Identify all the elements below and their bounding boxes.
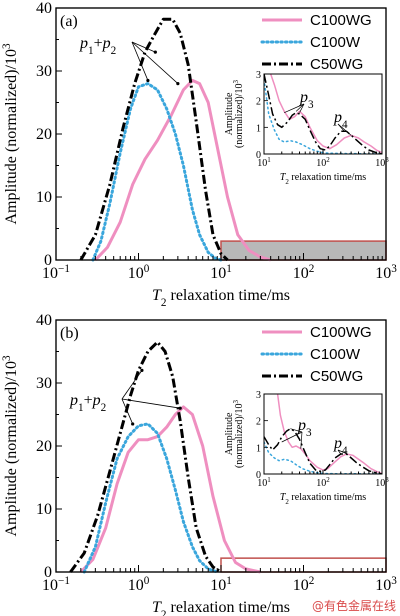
inset-y-axis-label-line2: (normalized)/103 [232, 400, 245, 468]
annotation-dot [146, 78, 150, 83]
legend-label-c100w: C100W [310, 34, 361, 51]
inset-series-line-c50wg [264, 427, 382, 474]
x-tick-label: 101 [210, 575, 232, 594]
inset-annotation-p4: p4 [333, 435, 348, 457]
inset-b: 0 1 2 3 101 102 103 T2 relaxation time/ms Amplit… [224, 390, 389, 506]
inset-y-tick-label: 0 [256, 150, 261, 161]
x-tick-label: 100 [128, 263, 150, 282]
legend-label-c50wg: C50WG [310, 56, 363, 73]
inset-x-tick-label: 101 [257, 476, 271, 489]
y-tick-label: 10 [36, 189, 52, 206]
series-line-c100wg [94, 78, 272, 262]
x-tick-label: 102 [293, 575, 315, 594]
inset-x-tick-label: 103 [375, 476, 389, 489]
inset-series-line-c100w [264, 78, 382, 154]
y-tick-label: 30 [36, 375, 52, 392]
annotation-pointer [121, 370, 143, 400]
x-tick-label: 10−1 [42, 575, 70, 594]
legend-label-c100w: C100W [310, 346, 361, 363]
y-tick-label: 40 [36, 0, 52, 17]
annotation-dot [176, 82, 180, 86]
inset-pointer-p3 [284, 103, 305, 113]
inset-series-line-c50wg [264, 74, 382, 154]
series-line-c100wg [79, 405, 261, 574]
series-line-c100w [82, 422, 219, 574]
annotation-pointer [131, 41, 149, 81]
x-tick-label: 103 [375, 263, 397, 282]
inset-x-tick-label: 102 [316, 476, 330, 489]
y-tick-label: 0 [44, 252, 52, 269]
x-tick-label: 100 [128, 575, 150, 594]
panel-label: (b) [60, 325, 79, 342]
inset-y-tick-label: 3 [256, 70, 261, 81]
y-tick-label: 10 [36, 501, 52, 518]
annotation-dot [131, 422, 135, 426]
watermark: @有色金属在线 [311, 599, 396, 613]
x-tick-label: 101 [210, 263, 232, 282]
y-tick-label: 20 [36, 126, 52, 143]
inset-pointer-p3 [299, 103, 305, 113]
inset-pointer-p3 [290, 428, 303, 433]
inset-x-axis-label: T2 relaxation time/ms [280, 172, 366, 186]
annotation-pointer [121, 398, 134, 425]
inset-y-tick-label: 2 [256, 417, 261, 428]
inset-x-tick-label: 102 [316, 156, 330, 169]
y-axis-label: Amplitude (normalized)/103 [1, 355, 20, 537]
inset-pointer-p3 [281, 431, 303, 443]
y-tick-label: 40 [36, 312, 52, 329]
inset-x-axis-label: T2 relaxation time/ms [280, 492, 366, 506]
legend-label-c100wg: C100WG [310, 12, 372, 29]
series-line-c50wg [79, 17, 229, 262]
inset-y-tick-label: 2 [256, 97, 261, 108]
inset-frame [263, 393, 383, 475]
y-tick-label: 20 [36, 438, 52, 455]
annotation-dot [140, 368, 144, 372]
x-axis-label: T2 relaxation time/ms [152, 287, 290, 309]
annotation-pointer [121, 398, 181, 409]
inset-y-tick-label: 1 [256, 123, 261, 134]
peak-annotation-p1p2: p1+p2 [79, 35, 116, 57]
inset-annotation-p3: p3 [299, 89, 314, 111]
inset-y-axis-label-line2: (normalized)/103 [232, 80, 245, 148]
inset-a: 0 1 2 3 101 102 103 T2 relaxation time/ms Amplit… [224, 70, 389, 186]
inset-pointer-p3 [300, 431, 303, 449]
inset-y-axis-label-line1: Amplitude [224, 412, 235, 455]
x-tick-label: 10−1 [42, 263, 70, 282]
annotation-dot [153, 50, 157, 54]
inset-pointer-p4 [337, 449, 348, 455]
inset-x-tick-label: 101 [257, 156, 271, 169]
inset-annotation-p3: p3 [297, 417, 312, 439]
inset-x-tick-label: 103 [375, 156, 389, 169]
annotation-dot [178, 406, 182, 410]
annotation-pointer [131, 41, 156, 53]
inset-y-tick-label: 3 [256, 390, 261, 401]
legend-label-c50wg: C50WG [310, 368, 363, 385]
series-line-c100w [91, 82, 223, 262]
x-tick-label: 103 [375, 575, 397, 594]
x-tick-label: 102 [293, 263, 315, 282]
inset-y-tick-label: 0 [256, 470, 261, 481]
series-line-c50wg [69, 340, 222, 574]
inset-pointer-p4 [337, 449, 342, 455]
x-axis-label: T2 relaxation time/ms [152, 599, 290, 616]
inset-y-axis-label-line1: Amplitude [224, 92, 235, 135]
inset-pointer-p4 [337, 123, 352, 136]
panel-label: (a) [60, 13, 78, 30]
annotation-pointer [131, 41, 179, 84]
y-axis-label: Amplitude (normalized)/103 [1, 43, 20, 225]
inset-annotation-p4: p4 [333, 109, 348, 131]
peak-annotation-p1p2: p1+p2 [69, 392, 106, 414]
y-tick-label: 0 [44, 564, 52, 581]
inset-y-tick-label: 1 [256, 443, 261, 454]
inset-pointer-p3 [295, 103, 305, 112]
y-tick-label: 30 [36, 63, 52, 80]
legend-label-c100wg: C100WG [310, 324, 372, 341]
